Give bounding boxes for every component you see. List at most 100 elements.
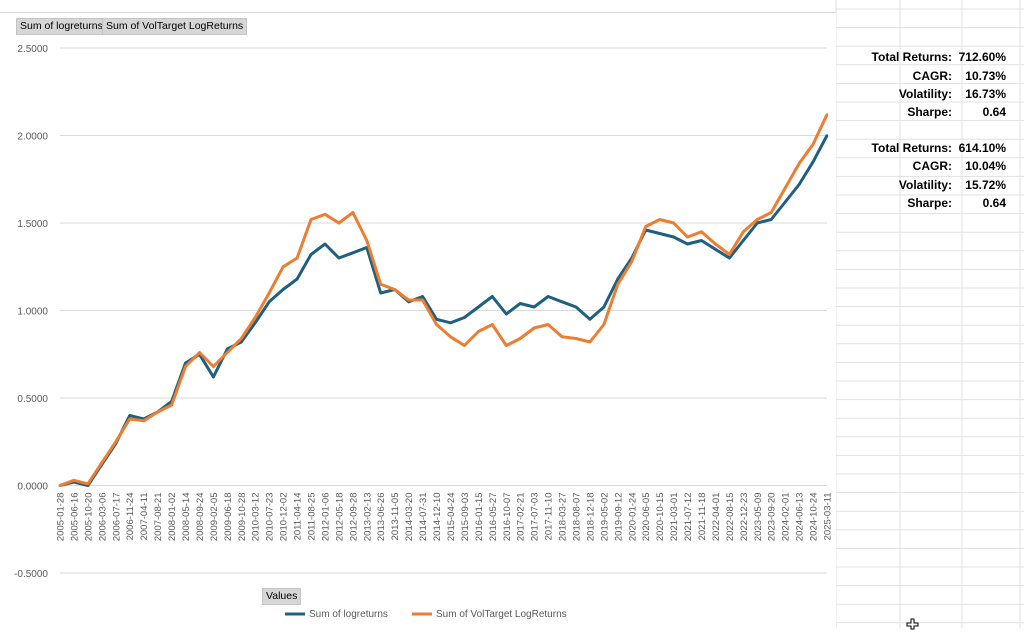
stat-label: CAGR: bbox=[912, 69, 952, 83]
data-point bbox=[295, 277, 299, 281]
move-cursor-icon bbox=[906, 617, 920, 635]
data-point bbox=[546, 295, 550, 298]
data-point bbox=[700, 239, 703, 242]
x-tick-label: 2025-03-11 bbox=[823, 493, 834, 541]
y-tick-label: 1.5000 bbox=[17, 219, 48, 230]
x-tick-label: 2021-11-18 bbox=[697, 493, 708, 541]
x-tick-label: 2019-05-02 bbox=[599, 493, 610, 542]
x-tick-label: 2015-09-03 bbox=[460, 493, 471, 542]
stat-row: CAGR: 10.04% bbox=[836, 157, 1016, 175]
x-tick-label: 2018-03-27 bbox=[558, 493, 569, 542]
x-tick-label: 2007-04-11 bbox=[139, 493, 150, 541]
data-point bbox=[281, 288, 285, 291]
x-tick-label: 2019-09-12 bbox=[613, 493, 624, 542]
x-tick-label: 2009-10-28 bbox=[237, 493, 248, 542]
stat-row: Total Returns: 614.10% bbox=[836, 139, 1016, 157]
data-point bbox=[560, 300, 564, 304]
data-point bbox=[686, 242, 689, 246]
data-point bbox=[742, 239, 745, 242]
y-tick-label: 2.0000 bbox=[17, 132, 48, 143]
field-button-voltarget[interactable]: Sum of VolTarget LogReturns bbox=[102, 18, 248, 35]
data-point bbox=[393, 288, 397, 291]
x-tick-label: 2008-09-24 bbox=[195, 493, 206, 542]
data-point bbox=[658, 218, 661, 221]
data-point bbox=[351, 211, 355, 214]
data-point bbox=[783, 200, 787, 204]
x-tick-label: 2016-01-15 bbox=[474, 493, 485, 542]
x-tick-label: 2023-05-09 bbox=[753, 493, 764, 542]
data-point bbox=[337, 221, 341, 225]
x-tick-label: 2008-01-02 bbox=[167, 493, 178, 542]
stat-label: Total Returns: bbox=[871, 50, 952, 64]
data-point bbox=[574, 305, 578, 309]
stat-value: 0.64 bbox=[982, 105, 1006, 119]
x-tick-label: 2022-04-01 bbox=[711, 493, 722, 542]
x-tick-label: 2013-06-26 bbox=[376, 493, 387, 542]
data-point bbox=[337, 256, 341, 260]
series-line-1[interactable] bbox=[59, 134, 829, 487]
data-point bbox=[686, 235, 689, 239]
x-tick-label: 2010-03-12 bbox=[251, 493, 262, 542]
data-point bbox=[198, 351, 201, 354]
x-tick-label: 2024-10-24 bbox=[809, 493, 820, 542]
data-point bbox=[783, 186, 787, 190]
data-point bbox=[170, 403, 173, 407]
y-tick-label: 2.5000 bbox=[17, 44, 48, 55]
data-point bbox=[797, 183, 801, 186]
data-point bbox=[463, 316, 466, 319]
data-point bbox=[142, 419, 145, 423]
data-point bbox=[114, 440, 118, 444]
pivot-chart[interactable]: 2.5000 2.0000 1.5000 1.0000 0.5000 0.0000 -0.5… bbox=[0, 12, 836, 629]
x-tick-label: 2006-11-24 bbox=[125, 493, 136, 541]
stat-label: Sharpe: bbox=[907, 196, 952, 210]
legend-item[interactable]: Sum of logreturns bbox=[285, 609, 388, 620]
data-point bbox=[309, 218, 313, 221]
stat-label: Volatility: bbox=[898, 178, 952, 192]
data-point bbox=[588, 318, 592, 321]
stat-label: Total Returns: bbox=[871, 141, 952, 155]
data-point bbox=[560, 335, 564, 339]
stat-value: 16.73% bbox=[965, 87, 1006, 101]
x-tick-label: 2014-03-20 bbox=[404, 493, 415, 542]
data-point bbox=[518, 337, 522, 340]
stat-row: Sharpe: 0.64 bbox=[836, 103, 1016, 121]
field-button-values[interactable]: Values bbox=[262, 588, 302, 605]
data-point bbox=[728, 253, 731, 256]
x-tick-label: 2013-11-05 bbox=[390, 493, 401, 541]
x-tick-label: 2017-07-03 bbox=[530, 493, 541, 542]
x-tick-label: 2024-06-13 bbox=[795, 493, 806, 542]
data-point bbox=[351, 251, 355, 255]
y-tick-label: 0.5000 bbox=[17, 394, 48, 405]
data-point bbox=[769, 218, 773, 221]
x-tick-label: 2006-03-06 bbox=[97, 493, 108, 542]
data-point bbox=[616, 277, 620, 281]
data-point bbox=[518, 302, 522, 305]
field-button-logreturns[interactable]: Sum of logreturns bbox=[16, 18, 107, 35]
data-point bbox=[323, 242, 327, 246]
series-line-2[interactable] bbox=[59, 113, 829, 487]
data-point bbox=[267, 300, 271, 304]
x-tick-label: 2008-05-14 bbox=[181, 493, 192, 542]
data-point bbox=[672, 235, 675, 239]
y-tick-label: 0.0000 bbox=[17, 482, 48, 493]
data-point bbox=[253, 321, 257, 325]
data-point bbox=[728, 256, 731, 260]
data-point bbox=[700, 230, 703, 234]
data-point bbox=[267, 291, 271, 295]
x-tick-label: 2016-10-07 bbox=[502, 492, 513, 541]
line-chart: 2.5000 2.0000 1.5000 1.0000 0.5000 0.0000 -0.5… bbox=[14, 44, 834, 620]
legend-item[interactable]: Sum of VolTarget LogReturns bbox=[412, 609, 567, 620]
data-point bbox=[756, 221, 759, 225]
x-tick-label: 2015-04-24 bbox=[446, 493, 457, 542]
x-tick-label: 2012-09-28 bbox=[348, 493, 359, 542]
data-point bbox=[769, 211, 773, 214]
data-point bbox=[226, 347, 229, 351]
data-point bbox=[658, 232, 661, 235]
data-point bbox=[463, 344, 466, 347]
data-point bbox=[309, 253, 313, 256]
data-point bbox=[295, 256, 299, 260]
x-tick-label: 2020-06-05 bbox=[641, 493, 652, 542]
data-point bbox=[714, 242, 717, 246]
